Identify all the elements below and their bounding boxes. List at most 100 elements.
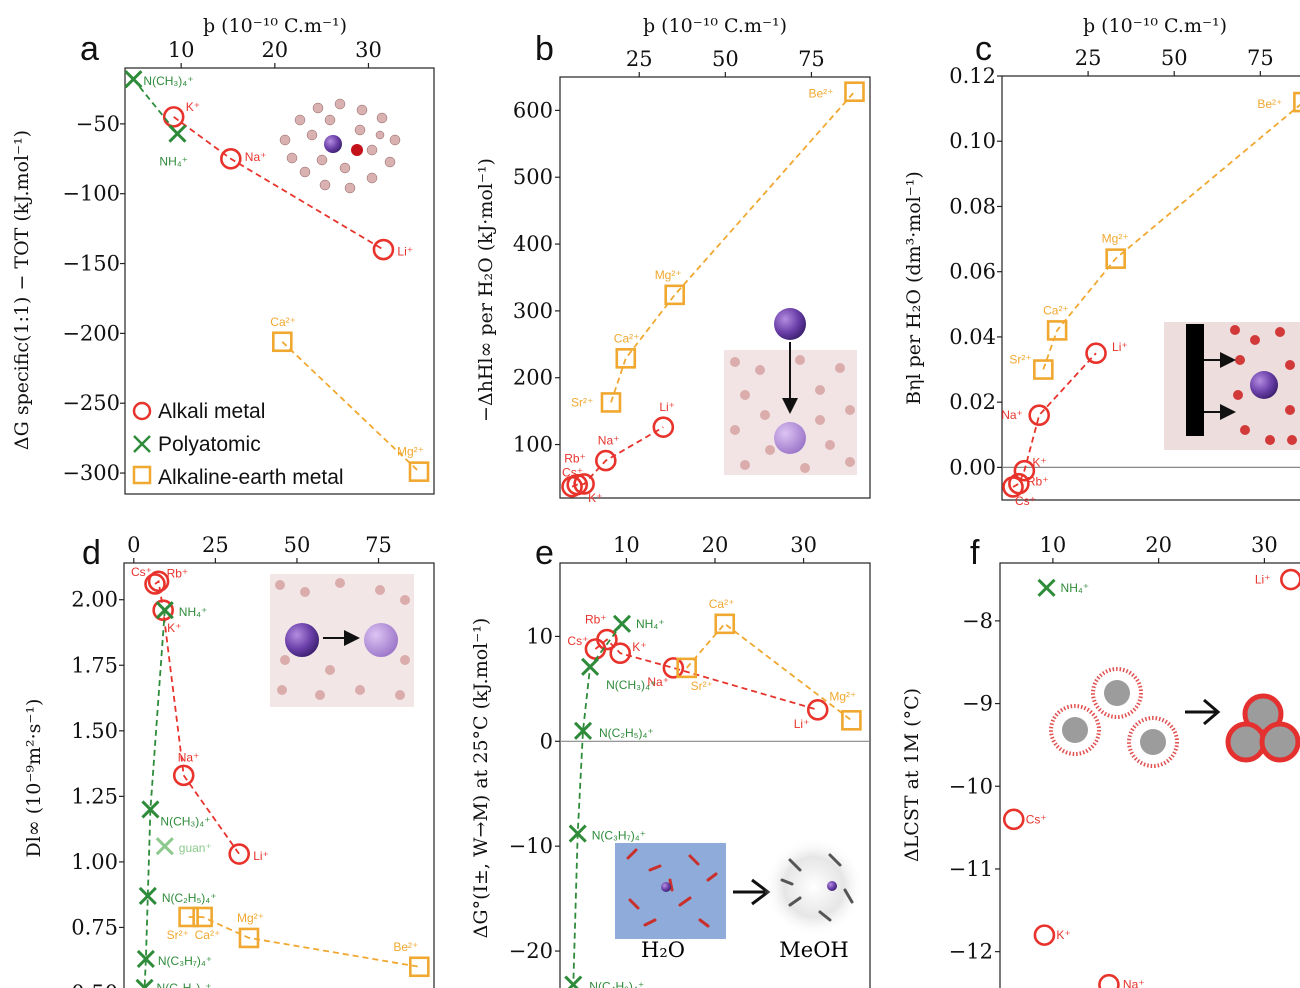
panel-a-alkaline_earth-trend-line xyxy=(281,341,420,473)
panel-a-ion-label: Ca²⁺ xyxy=(270,315,296,329)
panel-f-xtick-label: 20 xyxy=(1145,533,1172,557)
panel-f-alkali-marker xyxy=(1098,973,1120,988)
panel-d-inset xyxy=(270,574,414,707)
panel-e-inset: H₂O MeOH xyxy=(615,837,864,962)
panel-c-ytick-label: 0.12 xyxy=(949,64,996,88)
panel-e-inset-methanol-cluster xyxy=(764,837,864,937)
panel-a-ytick-label: −50 xyxy=(76,112,120,136)
panel-e-alkaline_earth-marker xyxy=(841,710,862,731)
panel-e-ion-label: N(C₃H₇)₄⁺ xyxy=(592,829,646,843)
panel-b-alkali-marker xyxy=(573,473,595,495)
panel-c-alkali-marker xyxy=(1013,459,1036,482)
panel-b-ytick-label: 500 xyxy=(513,165,553,189)
panel-c-alkaline_earth-marker xyxy=(1033,359,1054,380)
panel-b-frame xyxy=(559,76,871,499)
panel-e: e ΔG°(I±, W→M) at 25°C (kJ.mol⁻¹) 10 0 −10… xyxy=(470,533,871,988)
panel-e-alkaline_earth-marker xyxy=(676,657,697,679)
panel-b-inset xyxy=(724,308,857,475)
panel-a-legend: Alkali metal Polyatomic Alkaline-earth m… xyxy=(132,400,344,489)
panel-e-ytick-label: −10 xyxy=(509,834,553,858)
panel-d-ion-label: N(C₂H₅)₄⁺ xyxy=(162,891,217,905)
panel-e-polyatomic-marker xyxy=(612,614,632,633)
panel-e-polyatomic-marker xyxy=(568,824,587,843)
panel-c: c þ (10⁻¹⁰ C.m⁻¹) Bηl per H₂O (dm³·mol⁻¹… xyxy=(903,15,1300,508)
panel-a-letter: a xyxy=(80,30,99,68)
panel-d-ion-label: K⁺ xyxy=(167,621,181,635)
panel-a-ytick-label: −100 xyxy=(62,182,120,206)
panel-b-alkali-marker xyxy=(566,473,589,496)
panel-e-ion-label: Na⁺ xyxy=(647,675,669,689)
panel-b-ion-label: K⁺ xyxy=(588,491,602,505)
panel-e-ion-label: Mg²⁺ xyxy=(829,689,856,703)
panel-f-letter: f xyxy=(970,534,980,572)
panel-d-frame xyxy=(123,562,435,988)
panel-d-alkali-marker xyxy=(147,570,170,593)
panel-c-ion-label: Be²⁺ xyxy=(1257,97,1282,111)
panel-c-frame xyxy=(1001,75,1300,501)
panel-f-xtick-label: 30 xyxy=(1251,533,1278,557)
panel-d-ion-label: Na⁺ xyxy=(178,750,200,764)
panel-d-ion-label: N(C₃H₇)₄⁺ xyxy=(158,954,212,968)
panel-b-ytick-label: 400 xyxy=(513,232,553,256)
panel-e-ion-label: Sr²⁺ xyxy=(691,679,713,693)
panel-e-xtick-label: 30 xyxy=(790,533,817,557)
panel-c-alkaline_earth-marker xyxy=(1105,248,1126,269)
panel-c-xtick-label: 50 xyxy=(1161,46,1188,70)
panel-b-ion-label: Be²⁺ xyxy=(809,87,834,101)
panel-a-ytick-label: −150 xyxy=(62,252,120,276)
panel-a-alkali-trend-line xyxy=(173,116,384,251)
panel-b-ion-label: Rb⁺ xyxy=(564,452,586,466)
panel-e-alkaline_earth-trend-line xyxy=(686,622,852,722)
panel-c-ion-label: Sr²⁺ xyxy=(1009,353,1031,367)
panel-d-ion-label: N(CH₃)₄⁺ xyxy=(160,814,210,828)
panel-b-alkali-marker xyxy=(595,449,617,472)
panel-e-alkali-trend-line xyxy=(594,638,818,711)
panel-f-xtick-label: 10 xyxy=(1040,533,1067,557)
panel-b-letter: b xyxy=(535,30,554,68)
panel-e-ion-label: Ca²⁺ xyxy=(709,597,735,611)
panel-c-alkaline_earth-marker xyxy=(1046,320,1068,341)
panel-d-xtick-label: 0 xyxy=(127,533,140,557)
panel-b-ion-label: Sr²⁺ xyxy=(571,395,593,409)
panel-d-alkaline_earth-trend-line xyxy=(188,916,420,968)
panel-a-xtick-label: 30 xyxy=(355,38,382,62)
panel-e-ion-label: Rb⁺ xyxy=(585,613,607,627)
panel-c-ytick-label: 0.00 xyxy=(949,455,996,479)
panel-a-polyatomic-trend-line xyxy=(132,78,179,135)
panel-c-inset-box xyxy=(1164,322,1300,450)
panel-f-y-axis-label: ΔLCST at 1M (°C) xyxy=(901,688,923,862)
panel-b-ytick-label: 200 xyxy=(513,366,553,390)
panel-b-alkaline_earth-marker xyxy=(664,284,686,306)
panel-d-ytick-label: 1.75 xyxy=(71,653,118,677)
panel-f-ytick-label: −8 xyxy=(962,609,993,633)
panel-a-ytick-label: −250 xyxy=(62,391,120,415)
panel-e-polyatomic-marker xyxy=(564,975,583,988)
panel-d-alkali-marker xyxy=(172,764,195,787)
panel-a-alkali-marker xyxy=(372,238,395,261)
panel-d-polyatomic-marker xyxy=(138,886,157,906)
panel-c-letter: c xyxy=(975,30,992,68)
panel-e-ytick-label: 10 xyxy=(526,624,553,648)
panel-d-ion-label: Mg²⁺ xyxy=(237,911,264,925)
panel-e-alkali-marker xyxy=(806,699,829,721)
panel-a-ion-label: Mg²⁺ xyxy=(397,445,424,459)
panel-d-ytick-label: 0.75 xyxy=(71,915,118,939)
panel-d-polyatomic-marker xyxy=(136,949,155,968)
panel-e-alkaline_earth-marker xyxy=(714,613,736,635)
panel-d-ion-label: NH₄⁺ xyxy=(179,605,208,619)
panel-e-ytick-label: 0 xyxy=(540,729,553,753)
panel-f-ytick-label: −9 xyxy=(962,692,993,716)
panel-d-alkali-marker xyxy=(144,573,166,595)
panel-c-inset-wall xyxy=(1186,324,1204,436)
panel-f-ion-label: K⁺ xyxy=(1056,928,1070,942)
panel-f-inset-arrow xyxy=(1185,698,1221,726)
panel-d-polyatomic-trend-line xyxy=(143,610,166,988)
panel-f-polyatomic-marker xyxy=(1037,578,1056,597)
panel-b: b þ (10⁻¹⁰ C.m⁻¹) −ΔhHl∞ per H₂O (kJ·mol… xyxy=(475,15,871,505)
panel-e-ion-label: Cs⁺ xyxy=(567,634,588,648)
panel-f: f ΔLCST at 1M (°C) −8 −9 −10 −11 −12 10 20 30 Li… xyxy=(901,533,1300,988)
panel-f-alkali-marker xyxy=(1002,808,1025,831)
panel-d-letter: d xyxy=(82,534,101,572)
panel-d-alkaline_earth-marker xyxy=(409,956,430,978)
panel-d-ytick-label: 1.50 xyxy=(71,719,118,743)
